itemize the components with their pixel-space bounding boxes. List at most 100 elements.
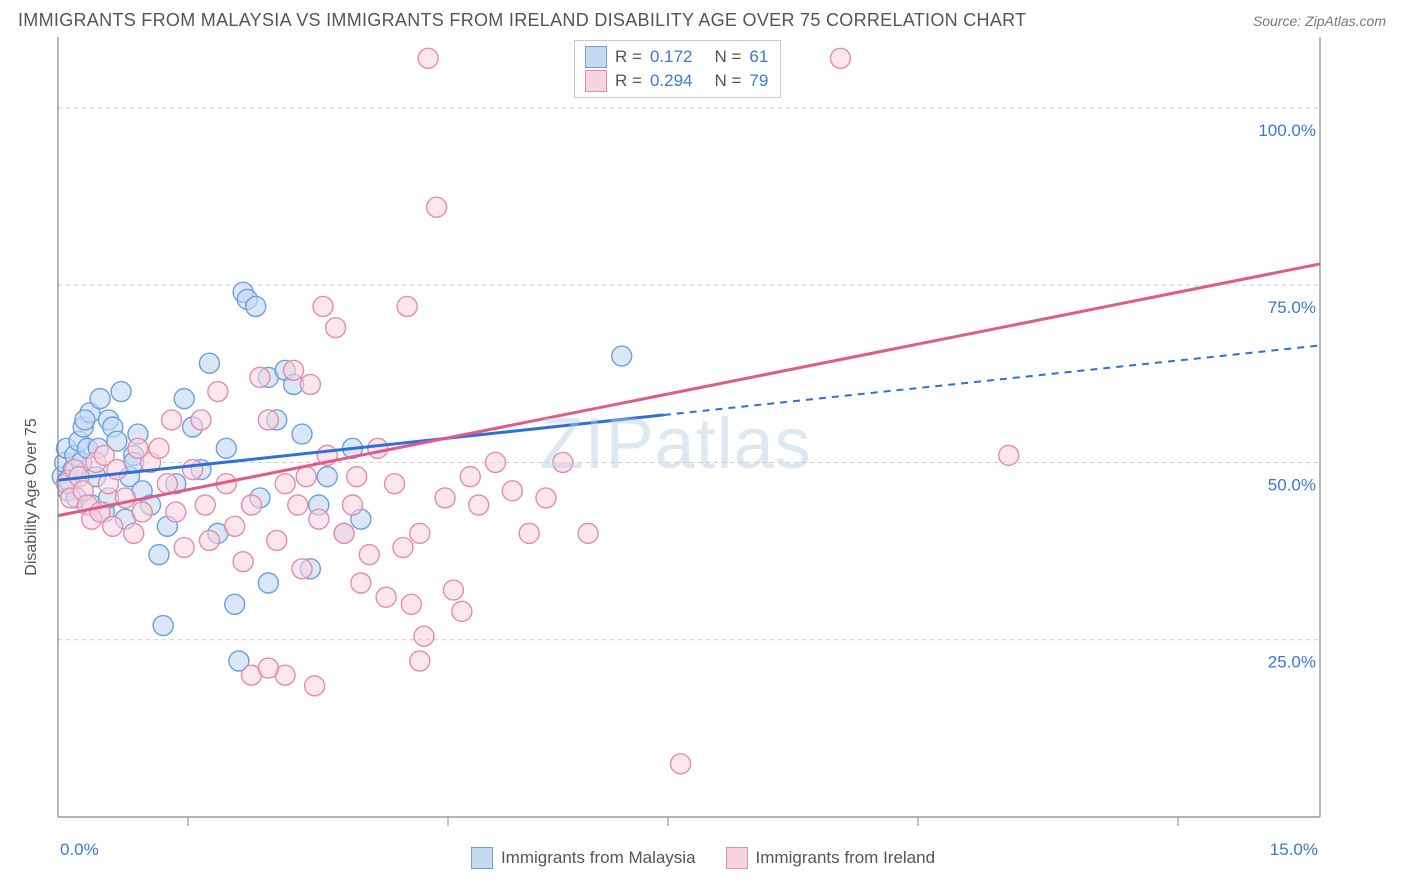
scatter-point [242,495,262,515]
scatter-point [485,452,505,472]
scatter-point [830,48,850,68]
scatter-point [414,626,434,646]
legend-stat-row: R = 0.294 N = 79 [585,69,768,93]
svg-text:Disability Age Over 75: Disability Age Over 75 [23,418,40,576]
legend-label: Immigrants from Malaysia [501,848,696,868]
svg-text:25.0%: 25.0% [1268,653,1316,672]
scatter-point [393,538,413,558]
correlation-legend: R = 0.172 N = 61R = 0.294 N = 79 [574,40,781,98]
legend-swatch-icon [471,847,493,869]
r-label: R = [615,71,642,91]
scatter-point [75,410,95,430]
scatter-point [397,296,417,316]
scatter-point [368,438,388,458]
scatter-point [376,587,396,607]
scatter-point [246,296,266,316]
scatter-point [305,676,325,696]
scatter-point [128,438,148,458]
source-attribution: Source: ZipAtlas.com [1253,13,1386,29]
scatter-point [225,516,245,536]
scatter-point [326,318,346,338]
scatter-point [191,410,211,430]
scatter-point [153,616,173,636]
trend-line-extrapolated [664,345,1320,414]
scatter-point [469,495,489,515]
scatter-point [385,474,405,494]
r-value: 0.172 [650,47,693,67]
scatter-point [183,460,203,480]
scatter-point [103,516,123,536]
scatter-point [284,360,304,380]
scatter-point [443,580,463,600]
scatter-point [410,523,430,543]
legend-item: Immigrants from Malaysia [471,847,696,869]
scatter-point [410,651,430,671]
scatter-point [347,467,367,487]
r-value: 0.294 [650,71,693,91]
scatter-point [309,509,329,529]
r-label: R = [615,47,642,67]
n-label: N = [714,71,741,91]
scatter-point [536,488,556,508]
scatter-point [107,460,127,480]
scatter-point [553,452,573,472]
scatter-point [149,438,169,458]
scatter-point [233,552,253,572]
n-value: 61 [749,47,768,67]
svg-text:75.0%: 75.0% [1268,298,1316,317]
legend-swatch-icon [585,46,607,68]
scatter-point [300,374,320,394]
scatter-point [149,545,169,565]
scatter-point [292,559,312,579]
svg-text:100.0%: 100.0% [1258,121,1316,140]
chart-header: IMMIGRANTS FROM MALAYSIA VS IMMIGRANTS F… [0,0,1406,37]
scatter-point [195,495,215,515]
scatter-point [999,445,1019,465]
scatter-point [334,523,354,543]
scatter-point [342,495,362,515]
scatter-point [292,424,312,444]
scatter-point [162,410,182,430]
scatter-point [258,573,278,593]
scatter-point [502,481,522,501]
scatter-chart: 25.0%50.0%75.0%100.0%0.0%15.0%Disability… [18,37,1388,867]
scatter-point [199,353,219,373]
scatter-point [225,594,245,614]
scatter-point [216,438,236,458]
scatter-point [157,474,177,494]
n-value: 79 [749,71,768,91]
scatter-point [250,367,270,387]
scatter-point [258,410,278,430]
scatter-point [317,467,337,487]
scatter-point [452,601,472,621]
scatter-point [612,346,632,366]
scatter-point [296,467,316,487]
scatter-point [460,467,480,487]
scatter-point [174,389,194,409]
scatter-point [519,523,539,543]
scatter-point [418,48,438,68]
scatter-point [427,197,447,217]
scatter-point [401,594,421,614]
scatter-point [288,495,308,515]
legend-label: Immigrants from Ireland [756,848,936,868]
scatter-point [267,530,287,550]
scatter-point [124,523,144,543]
legend-swatch-icon [585,70,607,92]
scatter-point [90,389,110,409]
scatter-point [671,754,691,774]
svg-text:50.0%: 50.0% [1268,475,1316,494]
legend-swatch-icon [726,847,748,869]
scatter-point [359,545,379,565]
scatter-point [199,530,219,550]
scatter-point [351,573,371,593]
legend-stat-row: R =0.172N =61 [585,45,768,69]
scatter-point [174,538,194,558]
chart-title: IMMIGRANTS FROM MALAYSIA VS IMMIGRANTS F… [18,10,1026,31]
chart-container: 25.0%50.0%75.0%100.0%0.0%15.0%Disability… [18,37,1388,867]
scatter-point [435,488,455,508]
scatter-point [208,382,228,402]
scatter-point [275,474,295,494]
scatter-point [313,296,333,316]
scatter-point [111,382,131,402]
